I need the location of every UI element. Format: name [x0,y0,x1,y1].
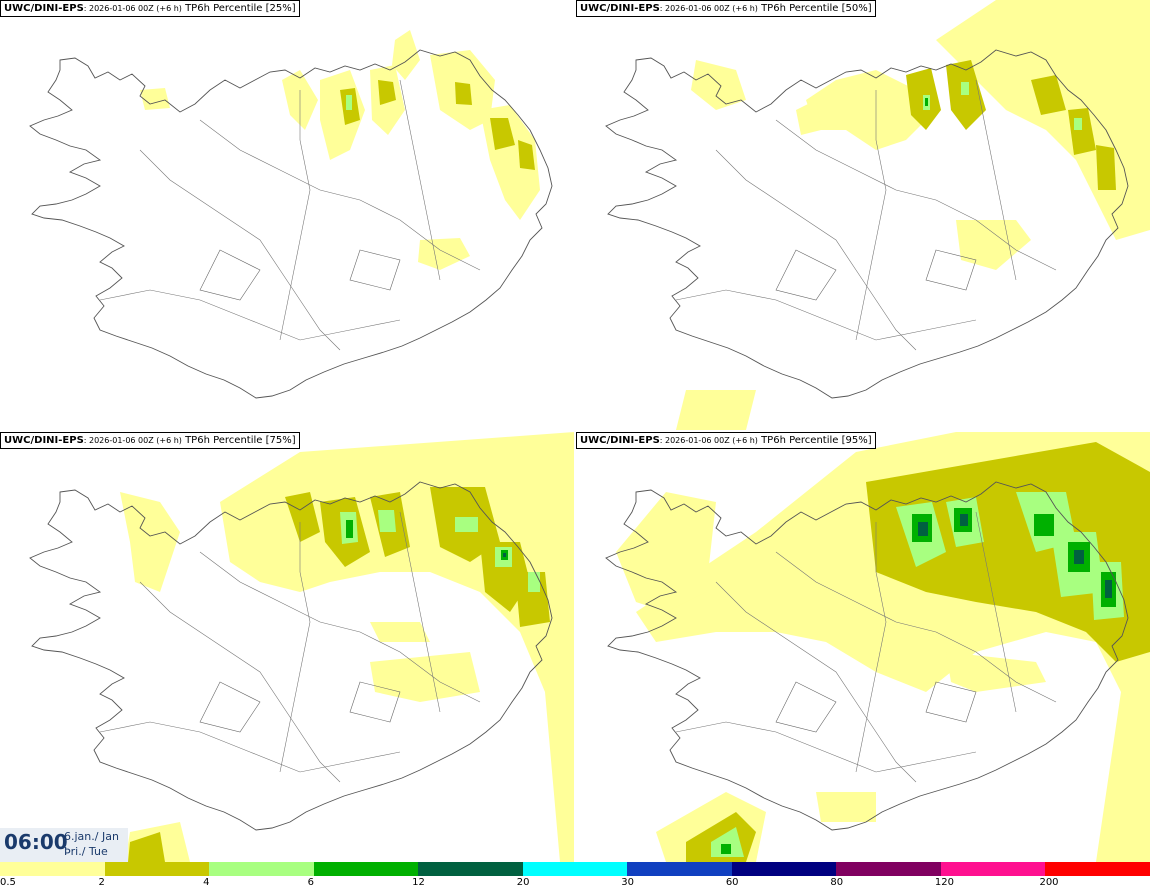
colorbar-label: 4 [203,877,210,888]
panel-title-p75: UWC/DINI-EPS: 2026-01-06 00Z (+6 h) TP6h… [0,432,300,449]
colorbar-segment [313,862,419,876]
precip-map-p95 [605,432,1150,862]
run-info: : 2026-01-06 00Z (+6 h) [659,4,758,13]
panel-title-p50: UWC/DINI-EPS: 2026-01-06 00Z (+6 h) TP6h… [576,0,876,17]
model-name: UWC/DINI-EPS [4,3,84,14]
map-panel-p25: UWC/DINI-EPS: 2026-01-06 00Z (+6 h) TP6h… [0,0,574,430]
valid-time-box: 06:00 6.jan./ Jan Þri./ Tue [0,828,128,862]
map-panel-p95: UWC/DINI-EPS: 2026-01-06 00Z (+6 h) TP6h… [576,432,1150,862]
map-panel-p75: UWC/DINI-EPS: 2026-01-06 00Z (+6 h) TP6h… [0,432,574,862]
model-name: UWC/DINI-EPS [4,435,84,446]
colorbar-label: 30 [621,877,634,888]
colorbar-segment [418,862,523,876]
colorbar-label: 120 [934,877,954,888]
run-info: : 2026-01-06 00Z (+6 h) [659,436,758,445]
map-panel-p50: UWC/DINI-EPS: 2026-01-06 00Z (+6 h) TP6h… [576,0,1150,430]
panel-title-p95: UWC/DINI-EPS: 2026-01-06 00Z (+6 h) TP6h… [576,432,876,449]
colorbar-label: 60 [725,877,739,888]
colorbar-segment [209,862,314,876]
precip-areas-p95 [616,432,1150,862]
precip-areas-p75 [120,432,574,862]
run-info: : 2026-01-06 00Z (+6 h) [83,4,182,13]
colorbar-label: 12 [412,877,425,888]
colorbar-segment [0,862,105,876]
colorbar-label: 6 [307,877,314,888]
colorbar-segment [627,862,732,876]
run-info: : 2026-01-06 00Z (+6 h) [83,436,182,445]
colorbar-segment [522,862,628,876]
field-name: TP6h Percentile [75%] [181,435,296,446]
valid-date: 6.jan./ Jan [64,830,119,843]
model-name: UWC/DINI-EPS [580,435,660,446]
precip-areas-p50 [676,0,1150,430]
field-name: TP6h Percentile [25%] [181,3,296,14]
colorbar [0,862,1150,876]
colorbar-segment [731,862,837,876]
precip-areas-p25 [140,30,540,270]
colorbar-segment [104,862,210,876]
colorbar-label: 0.5 [0,877,16,888]
field-name: TP6h Percentile [95%] [757,435,872,446]
colorbar-segment [1045,862,1150,876]
panel-title-p25: UWC/DINI-EPS: 2026-01-06 00Z (+6 h) TP6h… [0,0,300,17]
colorbar-label: 80 [830,877,844,888]
colorbar-segment [836,862,941,876]
colorbar-label: 2 [98,877,105,888]
colorbar-segment [940,862,1046,876]
field-name: TP6h Percentile [50%] [757,3,872,14]
colorbar-labels: 0.5 2 4 6 12 20 30 60 80 120 200 [0,876,1150,891]
colorbar-label: 200 [1039,877,1059,888]
colorbar-label: 20 [516,877,530,888]
precip-map-p25 [29,30,553,399]
valid-time: 06:00 [4,830,68,854]
precip-map-p50 [605,0,1150,430]
valid-weekday: Þri./ Tue [64,845,108,858]
model-name: UWC/DINI-EPS [580,3,660,14]
precip-map-p75 [29,432,574,862]
